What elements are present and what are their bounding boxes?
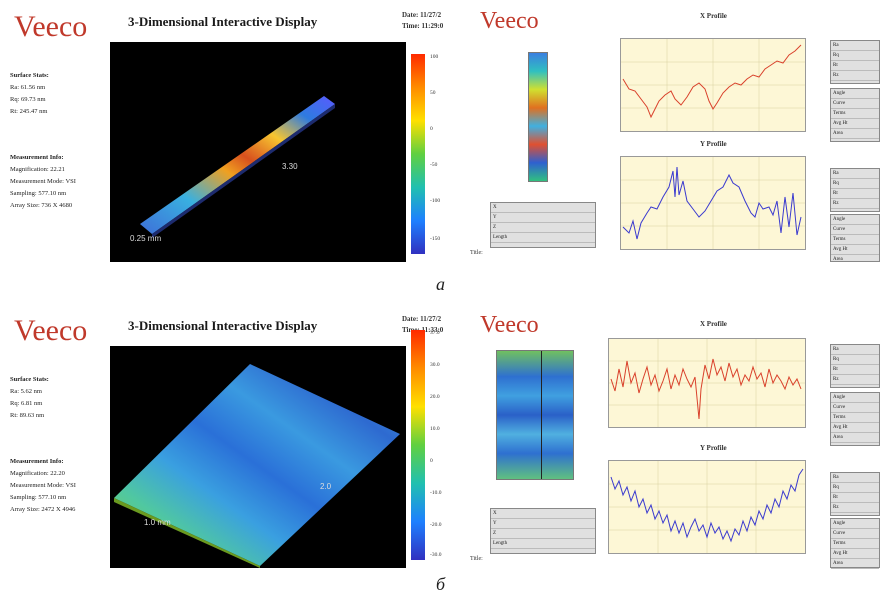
- scale-tick: 10.0: [430, 426, 440, 432]
- x-stats-table: Ra Rq Rt Rz: [830, 344, 880, 388]
- cursor-stats-box: X Y Z Length: [490, 508, 596, 554]
- surface-stats: Surface Stats: Ra: 5.62 nm Rq: 6.81 nm R…: [10, 376, 49, 419]
- scale-tick: -150: [430, 236, 441, 242]
- x-profile-title: X Profile: [700, 12, 727, 20]
- veeco-logo: Veeco: [480, 8, 539, 34]
- dim-x-label: 1.0 mm: [144, 518, 171, 527]
- x-stats-table: Ra Rq Rt Rz: [830, 40, 880, 84]
- panel-b-3d-display: Veeco 3-Dimensional Interactive Display …: [4, 308, 463, 570]
- y-profile-title: Y Profile: [700, 444, 727, 452]
- caption-a: а: [436, 274, 445, 294]
- datetime: Date: 11/27/2 Time: 11:29:0: [402, 11, 444, 30]
- scale-tick: 37.0: [430, 330, 440, 336]
- scale-tick: 0: [430, 126, 433, 132]
- y-profile-line: [609, 461, 805, 553]
- scale-tick: -50: [430, 162, 438, 168]
- 3d-surface-plot[interactable]: 1.0 mm 2.0: [110, 346, 406, 568]
- x-profile-line: [609, 339, 805, 427]
- surface-stats: Surface Stats: Ra: 61.56 nm Rq: 69.73 nm…: [10, 72, 49, 115]
- scale-tick: 0: [430, 458, 433, 464]
- 2d-map[interactable]: [496, 350, 574, 480]
- color-scale-bar: [411, 330, 425, 560]
- x-profile-plot[interactable]: [620, 38, 806, 132]
- y-stats-table: Ra Rq Rt Rz: [830, 168, 880, 212]
- panel-a-profiles: Veeco X Y Z Length Title: X Profile Y Pr…: [468, 4, 880, 264]
- x-profile-title: X Profile: [700, 320, 727, 328]
- scale-tick: -30.0: [430, 552, 442, 558]
- scale-tick: -10.0: [430, 490, 442, 496]
- display-title: 3-Dimensional Interactive Display: [128, 14, 318, 29]
- 2d-map[interactable]: [528, 52, 548, 182]
- caption-b: б: [436, 574, 446, 594]
- y-profile-title: Y Profile: [700, 140, 727, 148]
- x-stats-extra: Angle Curve Terms Avg Ht Area: [830, 88, 880, 142]
- title-label: Title:: [470, 250, 483, 256]
- y-profile-line: [621, 157, 805, 249]
- y-profile-plot[interactable]: [620, 156, 806, 250]
- scale-tick: 20.0: [430, 394, 440, 400]
- x-profile-plot[interactable]: [608, 338, 806, 428]
- scale-tick: 100: [430, 54, 439, 60]
- y-stats-extra: Angle Curve Terms Avg Ht Area: [830, 518, 880, 569]
- measurement-info: Measurement Info: Magnification: 22.21 M…: [10, 154, 76, 209]
- title-label: Title:: [470, 556, 483, 562]
- 3d-surface-plot[interactable]: 0.25 mm 3.30: [110, 42, 406, 262]
- panel-b-profiles: Veeco X Y Z Length Title: X Profile Y Pr…: [468, 308, 880, 570]
- dim-y-label: 2.0: [320, 482, 332, 491]
- 3d-plane-graphic: [114, 364, 400, 568]
- scale-tick: -20.0: [430, 522, 442, 528]
- dim-x-label: 0.25 mm: [130, 234, 162, 243]
- y-profile-plot[interactable]: [608, 460, 806, 554]
- measurement-info: Measurement Info: Magnification: 22.20 M…: [10, 458, 76, 513]
- veeco-logo: Veeco: [14, 10, 88, 43]
- scale-tick: 30.0: [430, 362, 440, 368]
- y-stats-table: Ra Rq Rt Rz: [830, 472, 880, 516]
- scale-tick: -100: [430, 198, 441, 204]
- veeco-logo: Veeco: [14, 314, 88, 347]
- scale-tick: 50: [430, 90, 436, 96]
- map-cursor-line[interactable]: [541, 351, 542, 479]
- dim-y-label: 3.30: [282, 162, 298, 171]
- panel-a-3d-display: Veeco 3-Dimensional Interactive Display …: [4, 4, 463, 264]
- x-stats-extra: Angle Curve Terms Avg Ht Area: [830, 392, 880, 446]
- y-stats-extra: Angle Curve Terms Avg Ht Area: [830, 214, 880, 262]
- x-profile-line: [621, 39, 805, 131]
- 3d-strip-graphic: [140, 96, 335, 238]
- color-scale-bar: [411, 54, 425, 254]
- display-title: 3-Dimensional Interactive Display: [128, 318, 318, 333]
- veeco-logo: Veeco: [480, 312, 539, 338]
- cursor-stats-box: X Y Z Length: [490, 202, 596, 248]
